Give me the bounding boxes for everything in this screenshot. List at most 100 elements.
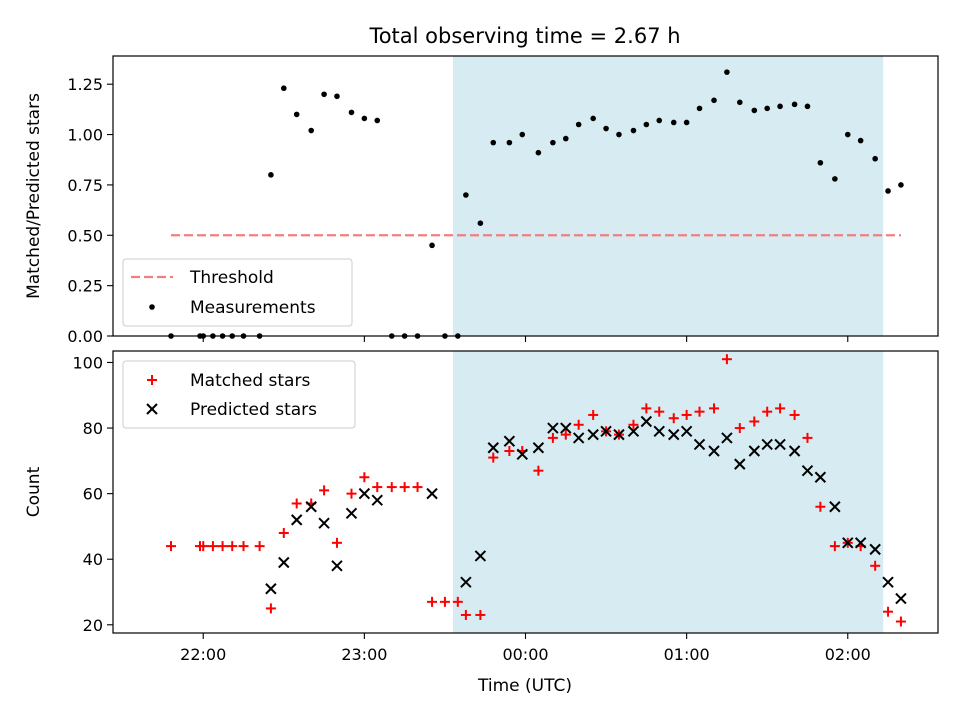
legend-box	[122, 360, 356, 429]
measurement-point	[334, 93, 340, 100]
predicted-star-point	[680, 425, 693, 438]
measurement-point	[603, 125, 609, 132]
y-tick-label: 0.50	[67, 226, 103, 245]
predicted-star-point	[265, 583, 277, 595]
predicted-star-point	[547, 422, 559, 434]
measurement-point	[308, 127, 314, 134]
x-tick-label: 22:00	[180, 645, 226, 664]
matched-star-point	[227, 541, 238, 552]
matched-star-point	[721, 354, 732, 365]
matched-star-point	[198, 541, 209, 552]
predicted-star-point	[748, 445, 761, 457]
matched-star-point	[278, 527, 289, 538]
measurement-point	[764, 105, 770, 112]
predicted-star-point	[761, 438, 773, 451]
matched-star-point	[895, 616, 906, 627]
matched-star-point	[439, 596, 450, 607]
predicted-star-point	[331, 560, 343, 572]
legend-predicted-swatch	[146, 403, 158, 415]
measurement-point	[817, 159, 824, 166]
measurement-point	[550, 139, 556, 146]
matched-star-point	[412, 482, 423, 493]
y-tick-label: 60	[83, 485, 103, 504]
y-tick-label: 80	[83, 419, 103, 438]
matched-star-point	[386, 482, 397, 493]
matched-star-point	[775, 403, 786, 414]
matched-star-point	[762, 406, 773, 417]
matched-star-point	[460, 609, 471, 620]
legend-box	[122, 258, 353, 327]
matched-star-point	[789, 409, 800, 420]
predicted-star-point	[814, 471, 827, 483]
matched-star-point	[399, 482, 410, 493]
x-tick-label: 00:00	[502, 645, 548, 664]
count-legend: Matched stars Predicted stars	[122, 360, 356, 429]
ratio-panel: 0.00 0.25 0.50 0.75 1.00 1.25 Matched/Predict…	[24, 55, 939, 346]
measurement-point	[575, 121, 582, 128]
predicted-star-point	[895, 592, 907, 605]
legend-matched-label: Matched stars	[190, 371, 310, 391]
measurement-point	[724, 69, 730, 75]
predicted-star-point	[693, 438, 706, 451]
y-tick-label: 0.25	[67, 277, 103, 296]
predicted-star-point	[613, 428, 625, 441]
measurement-point	[696, 105, 703, 112]
ratio-marks	[168, 69, 904, 339]
matched-star-point	[815, 501, 826, 512]
matched-star-point	[533, 465, 544, 476]
predicted-star-point	[358, 487, 371, 500]
predicted-star-point	[640, 415, 653, 428]
matched-star-point	[291, 498, 302, 509]
x-tick-label: 01:00	[664, 645, 710, 664]
predicted-star-point	[318, 517, 330, 529]
predicted-star-point	[734, 458, 746, 470]
measurement-point	[506, 139, 513, 146]
x-tick-label: 23:00	[341, 645, 387, 664]
predicted-star-point	[882, 576, 894, 588]
ratio-y-ticks: 0.00 0.25 0.50 0.75 1.00 1.25	[67, 75, 113, 346]
ratio-y-axis-label: Matched/Predicted stars	[24, 93, 44, 299]
measurement-point	[519, 131, 526, 138]
predicted-star-point	[345, 507, 358, 520]
predicted-star-point	[708, 445, 720, 457]
matched-star-point	[265, 603, 276, 614]
x-axis-label: Time (UTC)	[477, 676, 572, 696]
measurement-point	[898, 182, 904, 188]
count-x-ticks: 22:00 23:00 00:00 01:00 02:00	[180, 633, 871, 664]
measurement-point	[463, 192, 469, 198]
predicted-star-point	[869, 543, 881, 556]
measurement-point	[361, 115, 368, 122]
measurement-point	[293, 111, 300, 118]
measurement-point	[616, 131, 622, 138]
legend-threshold-label: Threshold	[189, 268, 274, 288]
predicted-star-point	[774, 438, 786, 451]
matched-star-point	[452, 596, 463, 607]
predicted-star-point	[371, 494, 383, 506]
ratio-legend: Threshold Measurements	[122, 258, 353, 327]
measurement-point	[751, 107, 758, 114]
measurement-point	[348, 109, 355, 116]
matched-star-point	[346, 488, 357, 499]
matched-star-point	[217, 541, 228, 552]
measurement-point	[630, 127, 637, 134]
predicted-star-point	[788, 445, 801, 457]
matched-star-point	[359, 472, 370, 483]
measurement-point	[804, 103, 811, 110]
matched-star-point	[254, 541, 265, 552]
predicted-star-point	[460, 576, 472, 588]
matched-star-point	[829, 541, 840, 552]
predicted-star-point	[668, 428, 680, 441]
matched-star-point	[870, 560, 881, 571]
matched-star-point	[749, 416, 760, 427]
predicted-star-point	[503, 435, 516, 447]
predicted-star-point	[829, 501, 841, 513]
measurement-point	[656, 117, 663, 124]
predicted-star-point	[474, 550, 487, 562]
measurement-point	[374, 117, 381, 124]
y-tick-label: 40	[83, 550, 103, 569]
measurement-point	[268, 172, 274, 178]
y-tick-label: 100	[72, 353, 103, 372]
predicted-star-point	[516, 448, 528, 460]
predicted-star-point	[653, 425, 665, 438]
